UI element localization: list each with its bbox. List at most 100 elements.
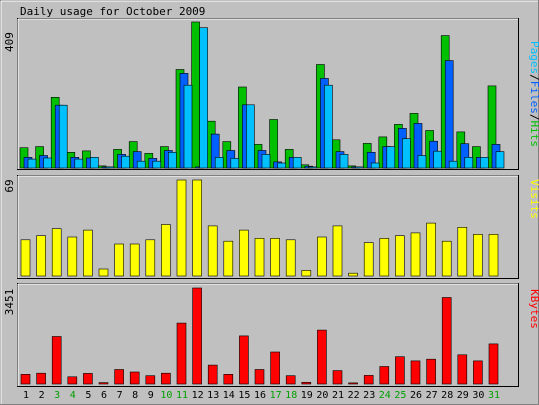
day-label: 25 — [394, 390, 406, 401]
legend-pages: Pages — [528, 41, 539, 74]
legend-files: Files — [528, 81, 539, 114]
day-labels: 1 2 3 4 5 6 7 8 9 10 11 12 13 14 15 16 17 18 19 20 21 22 23 24 2… — [23, 390, 500, 401]
legend-visits: Visits — [528, 179, 539, 219]
day-label: 15 — [238, 390, 250, 401]
kbytes-bar — [239, 335, 249, 385]
chart-title: Daily usage for October 2009 — [20, 5, 205, 18]
day-label: 31 — [488, 390, 500, 401]
bottom-panel: 3451 KBytes — [3, 283, 539, 387]
kbytes-bar — [457, 354, 468, 385]
day-label: 6 — [101, 390, 107, 401]
visits-bar — [145, 239, 156, 277]
visits-bar — [348, 272, 358, 277]
kbytes-bar — [301, 381, 312, 385]
visits-bar — [332, 225, 343, 277]
pages-bar — [402, 138, 411, 169]
pages-bar — [355, 166, 364, 169]
kbytes-bar — [317, 329, 327, 385]
day-label: 7 — [117, 390, 123, 401]
visits-bar — [254, 238, 265, 277]
pages-bar — [495, 151, 505, 169]
kbytes-bar — [332, 370, 343, 385]
hits-bar — [269, 119, 278, 169]
day-label: 3 — [54, 390, 60, 401]
visits-bar — [410, 232, 421, 277]
kbytes-bar — [395, 356, 405, 385]
kbytes-bar — [207, 364, 218, 385]
pages-bar — [230, 158, 240, 169]
bottom-ymax-label: 3451 — [3, 289, 16, 316]
visits-bar — [207, 225, 218, 277]
visits-bar — [129, 243, 140, 277]
day-label: 13 — [207, 390, 219, 401]
day-label: 8 — [132, 390, 138, 401]
visits-bar — [270, 238, 280, 277]
middle-bars — [20, 179, 499, 277]
visits-bar — [457, 227, 468, 277]
visits-bar — [473, 234, 483, 277]
day-label: 19 — [301, 390, 313, 401]
day-label: 16 — [254, 390, 266, 401]
day-label: 5 — [85, 390, 91, 401]
hits-bar — [191, 21, 200, 169]
pages-bar — [277, 162, 286, 169]
kbytes-bar — [473, 360, 483, 385]
day-label: 21 — [332, 390, 344, 401]
kbytes-bar — [145, 375, 156, 385]
top-ymax-label: 409 — [3, 32, 16, 52]
pages-bar — [246, 104, 255, 169]
kbytes-bar — [129, 371, 140, 385]
day-label: 24 — [379, 390, 391, 401]
bottom-bars — [20, 287, 499, 385]
pages-bar — [339, 154, 349, 169]
legend-kbytes: KBytes — [528, 289, 539, 329]
day-label: 18 — [285, 390, 297, 401]
pages-bar — [152, 160, 162, 169]
kbytes-bar — [270, 351, 280, 385]
kbytes-bar — [98, 382, 109, 385]
visits-bar — [285, 239, 296, 277]
day-label: 23 — [363, 390, 375, 401]
day-label: 12 — [192, 390, 204, 401]
kbytes-bar — [36, 372, 46, 385]
visits-bar — [161, 224, 171, 277]
middle-ymax-label: 69 — [3, 179, 16, 192]
day-label: 2 — [39, 390, 45, 401]
legend-separator: / — [528, 114, 539, 121]
day-label: 11 — [176, 390, 188, 401]
day-label: 14 — [223, 390, 235, 401]
visits-bar — [98, 268, 109, 277]
kbytes-bar — [348, 382, 358, 385]
pages-bar — [464, 157, 474, 169]
visits-bar — [20, 239, 31, 277]
top-legend: Pages/Files/Hits — [528, 41, 539, 147]
pages-bar — [261, 154, 271, 169]
pages-bar — [105, 166, 115, 169]
pages-bar — [199, 27, 208, 169]
day-label: 28 — [441, 390, 453, 401]
kbytes-bar — [441, 297, 452, 385]
pages-bar — [370, 162, 380, 169]
visits-bar — [317, 236, 327, 277]
kbytes-bar — [488, 343, 499, 385]
pages-bar — [480, 157, 489, 169]
day-label: 30 — [472, 390, 484, 401]
kbytes-bar — [83, 373, 93, 385]
middle-legend: Visits — [528, 179, 539, 219]
kbytes-bar — [410, 360, 421, 385]
day-label: 29 — [457, 390, 469, 401]
visits-bar — [51, 228, 62, 277]
day-label: 27 — [426, 390, 438, 401]
day-label: 10 — [160, 390, 172, 401]
day-label: 4 — [70, 390, 76, 401]
kbytes-bar — [223, 373, 234, 385]
top-bars — [19, 21, 505, 169]
pages-bar — [386, 146, 396, 169]
pages-bar — [433, 150, 442, 169]
visits-bar — [114, 243, 124, 277]
pages-bar — [90, 157, 99, 169]
day-label: 9 — [148, 390, 154, 401]
pages-bar — [168, 152, 177, 169]
visits-bar — [395, 235, 405, 277]
visits-bar — [301, 270, 312, 277]
